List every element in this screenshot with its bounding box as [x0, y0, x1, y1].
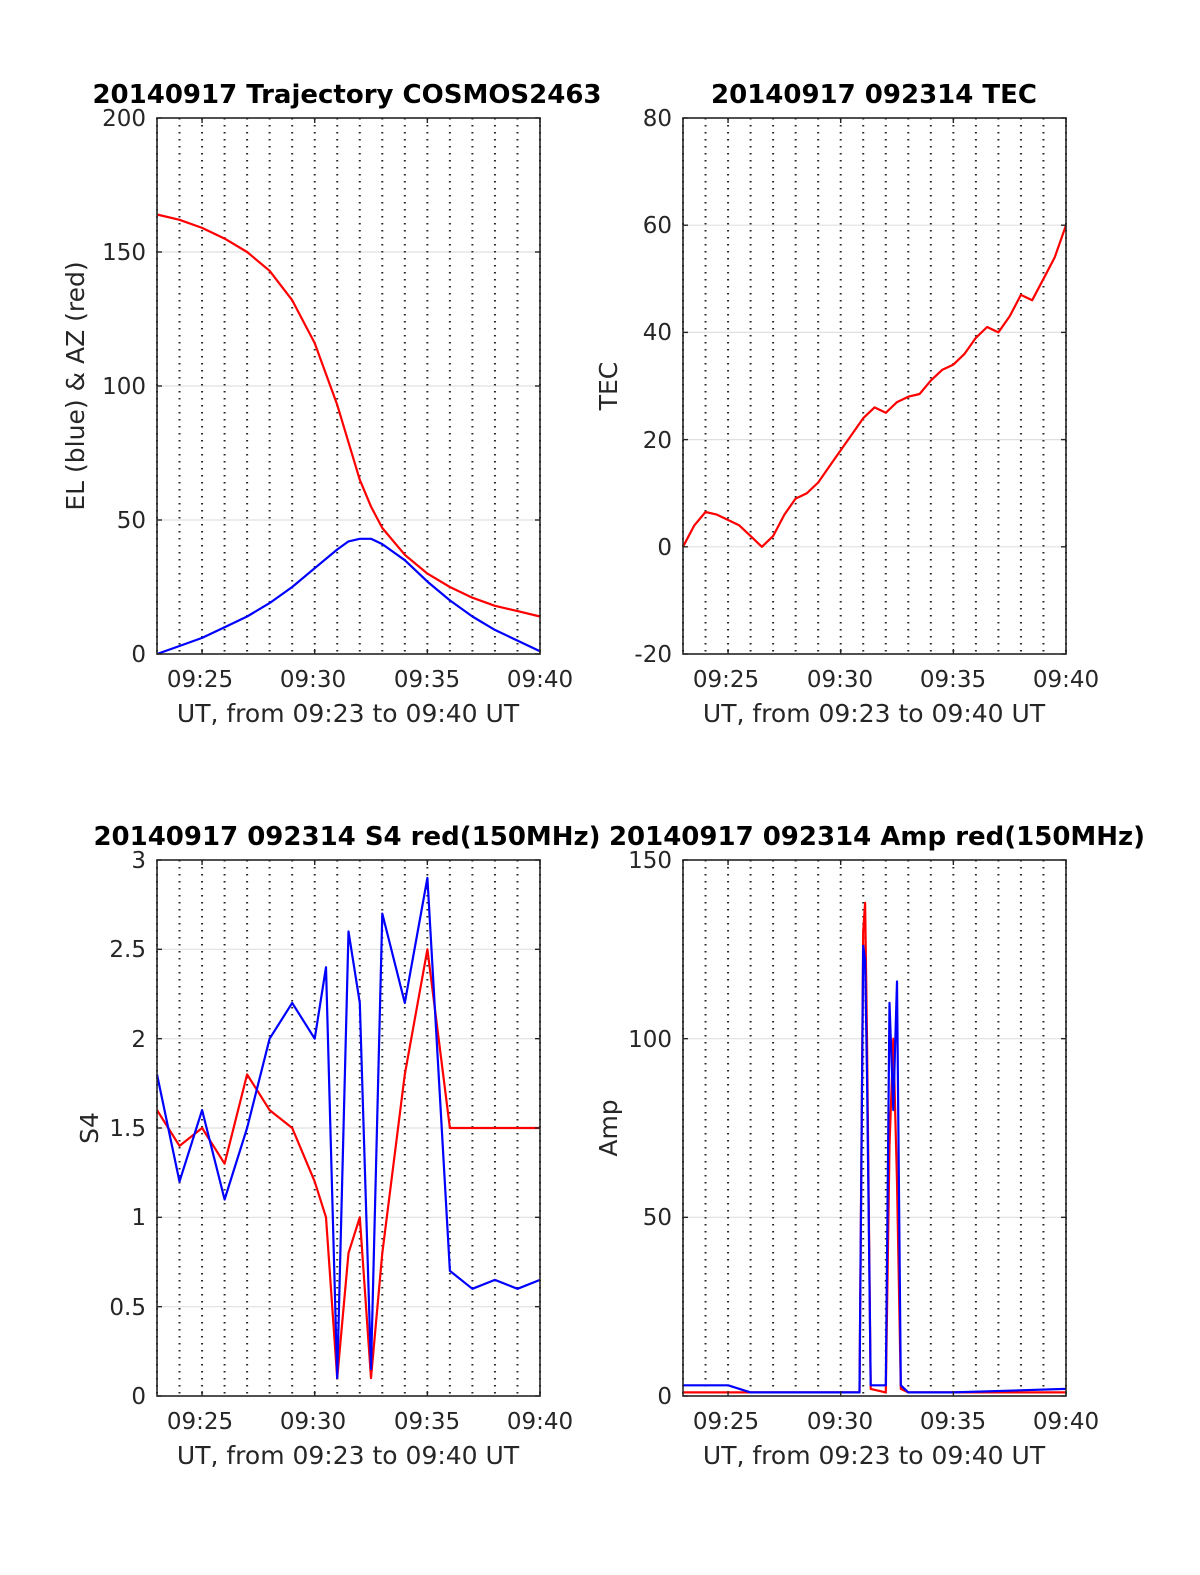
y-axis-label: TEC: [594, 362, 623, 412]
y-tick-label: 100: [102, 374, 146, 400]
x-tick-label: 09:30: [280, 667, 346, 693]
x-tick-label: 09:25: [167, 667, 233, 693]
x-axis-label: UT, from 09:23 to 09:40 UT: [177, 1441, 520, 1470]
x-tick-label: 09:30: [807, 1409, 873, 1435]
y-tick-label: 1: [131, 1205, 146, 1231]
series-line-red: [683, 901, 1066, 1394]
x-tick-label: 09:30: [280, 1409, 346, 1435]
panel-s4: 20140917 092314 S4 red(150MHz) 0 0.5 1 1…: [75, 822, 601, 1470]
horizontal-grid: [683, 117, 1066, 655]
series-line-blue: [156, 537, 541, 656]
y-tick-label: 80: [643, 106, 672, 132]
plot-frame: [682, 859, 1067, 1397]
y-tick-label: 150: [628, 848, 672, 874]
y-tick-label: 2: [131, 1027, 146, 1053]
y-axis-label: Amp: [594, 1099, 623, 1156]
x-tick-label: 09:25: [693, 667, 759, 693]
x-tick-label: 09:40: [507, 667, 573, 693]
y-tick-label: 3: [131, 848, 146, 874]
vertical-grid: [682, 118, 1067, 654]
x-tick-label: 09:35: [920, 1409, 986, 1435]
y-tick-label: 0: [657, 1384, 672, 1410]
y-axis-label: S4: [75, 1112, 104, 1144]
chart-title: 20140917 092314 Amp red(150MHz): [609, 822, 1145, 852]
y-tick-label: 200: [102, 106, 146, 132]
chart-title: 20140917 092314 S4 red(150MHz): [93, 822, 600, 852]
y-tick-label: 150: [102, 240, 146, 266]
x-tick-label: 09:25: [167, 1409, 233, 1435]
y-tick-label: 2.5: [109, 937, 146, 963]
x-axis-label: UT, from 09:23 to 09:40 UT: [177, 699, 520, 728]
tick-marks: [683, 117, 1067, 655]
y-tick-label: 0: [131, 1384, 146, 1410]
series-line-red: [156, 948, 540, 1380]
y-tick-label: 0.5: [109, 1295, 146, 1321]
panel-amp: 20140917 092314 Amp red(150MHz) 0 50 100…: [594, 822, 1145, 1470]
x-tick-label: 09:40: [507, 1409, 573, 1435]
horizontal-grid: [157, 117, 540, 655]
x-axis-label: UT, from 09:23 to 09:40 UT: [703, 1441, 1046, 1470]
series-lines: [156, 213, 541, 656]
series-lines: [682, 224, 1068, 548]
series-lines: [683, 901, 1067, 1394]
x-tick-label: 09:35: [394, 667, 460, 693]
y-tick-label: 0: [131, 642, 146, 668]
y-tick-label: 50: [117, 508, 146, 534]
tick-marks: [683, 859, 1067, 1397]
tick-marks: [157, 117, 541, 655]
panel-tec: 20140917 092314 TEC -20 0 20 40 60 80 09…: [594, 80, 1099, 728]
x-axis-label: UT, from 09:23 to 09:40 UT: [703, 699, 1046, 728]
y-tick-label: 50: [643, 1205, 672, 1231]
vertical-grid: [682, 860, 1067, 1396]
y-tick-label: 20: [643, 428, 672, 454]
series-line-red: [156, 213, 541, 618]
x-tick-label: 09:40: [1033, 1409, 1099, 1435]
y-tick-label: -20: [634, 642, 672, 668]
x-tick-label: 09:25: [693, 1409, 759, 1435]
x-tick-label: 09:35: [394, 1409, 460, 1435]
series-line-blue: [155, 876, 541, 1380]
x-tick-label: 09:35: [920, 667, 986, 693]
chart-title: 20140917 Trajectory COSMOS2463: [92, 80, 601, 110]
y-tick-label: 40: [643, 320, 672, 346]
chart-title: 20140917 092314 TEC: [711, 80, 1037, 110]
y-axis-label: EL (blue) & AZ (red): [61, 261, 90, 510]
tick-marks: [157, 859, 541, 1397]
x-tick-label: 09:40: [1033, 667, 1099, 693]
y-tick-label: 1.5: [109, 1116, 146, 1142]
plot-frame: [682, 117, 1067, 655]
y-tick-label: 0: [657, 535, 672, 561]
y-tick-label: 100: [628, 1027, 672, 1053]
horizontal-grid: [683, 859, 1066, 1397]
x-tick-label: 09:30: [807, 667, 873, 693]
series-line-red: [682, 224, 1068, 548]
series-line-blue: [683, 944, 1067, 1394]
panel-trajectory: 20140917 Trajectory COSMOS2463 0 50 100 …: [61, 80, 602, 728]
series-lines: [155, 876, 541, 1380]
y-tick-label: 60: [643, 213, 672, 239]
